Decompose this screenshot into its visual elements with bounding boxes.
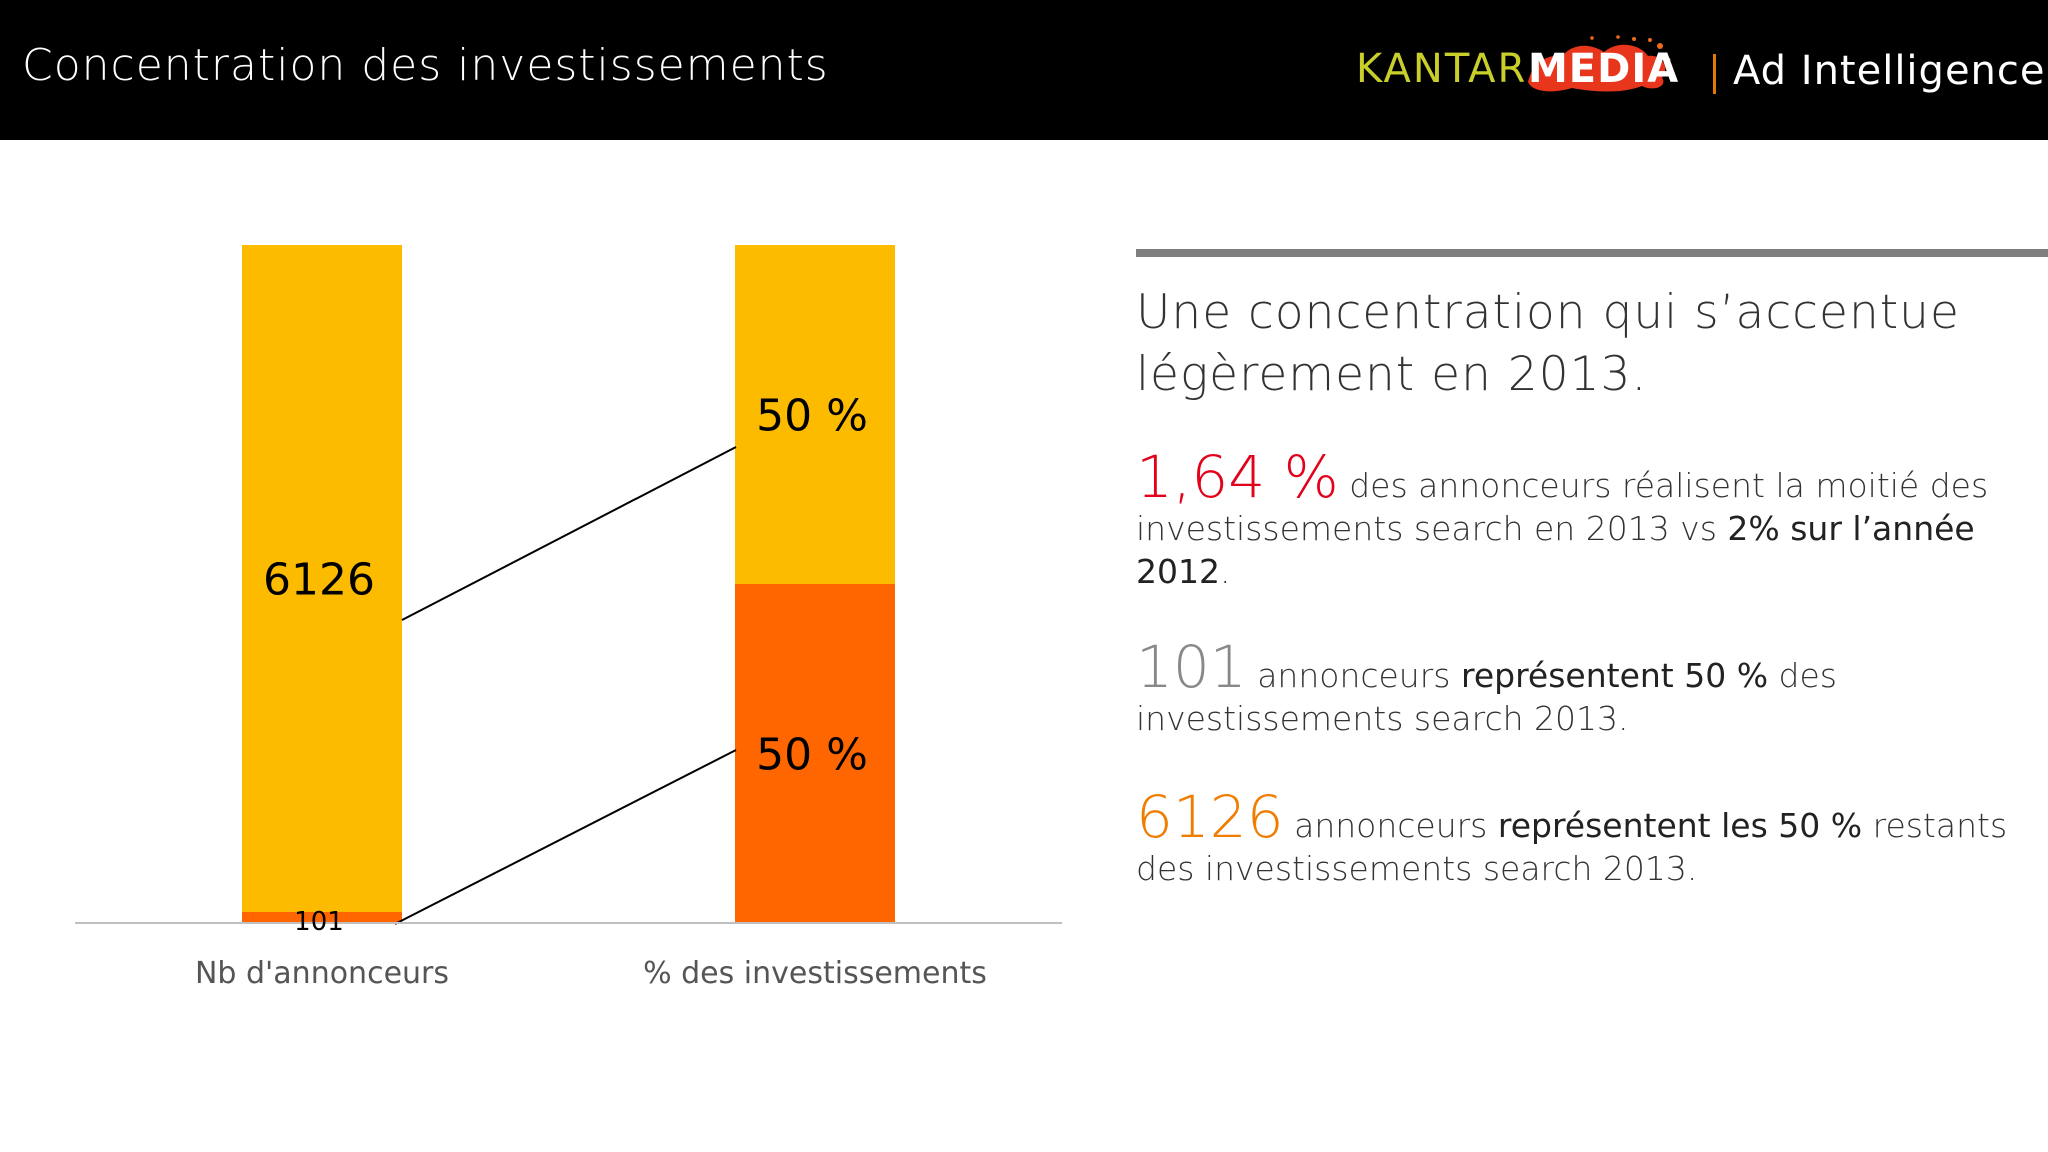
insight-2-highlight: 101 (1136, 633, 1247, 701)
category-label-1: % des investissements (643, 956, 987, 991)
insight-paragraph-2: 101 annonceurs représentent 50 % des inv… (1136, 638, 2016, 740)
insight-2-text: annonceurs (1246, 656, 1461, 695)
brand-splash-graphic (1528, 35, 1671, 92)
headline: Une concentration qui s’accentue légèrem… (1136, 282, 2016, 406)
data-label-1-0: 50 % (756, 730, 868, 781)
stacked-bar-chart: 101 6126 Nb d'annonceurs 50 % 50 % % des inve… (75, 245, 1062, 991)
data-label-1-1: 50 % (756, 391, 868, 442)
brand-separator (1713, 54, 1716, 94)
bar-0-segment-0 (242, 912, 402, 923)
bar-1-segment-1 (735, 245, 895, 584)
insight-paragraph-1: 1,64 % des annonceurs réalisent la moiti… (1136, 448, 2016, 593)
insight-1-text: des annonceurs réalisent la moitié des i… (1136, 466, 1989, 548)
insight-paragraph-3: 6126 annonceurs représentent les 50 % re… (1136, 788, 2016, 890)
insight-2-emphasis: représentent 50 % (1460, 656, 1769, 695)
brand-media-text: MEDIA (1528, 46, 1680, 92)
insight-3-text: annonceurs (1283, 806, 1498, 845)
header-bar: Concentration des investissements KANTAR… (0, 0, 2048, 140)
insight-3-highlight: 6126 (1136, 783, 1284, 851)
brand-kantar-text: KANTAR (1356, 46, 1528, 92)
data-label-0-1: 6126 (263, 555, 375, 606)
insight-1-highlight: 1,64 % (1136, 443, 1339, 511)
page-title: Concentration des investissements (22, 40, 829, 91)
brand-ad-intelligence-text: Ad Intelligence (1733, 48, 2046, 94)
insight-1-emphasis: 2% sur l’année 2012 (1136, 509, 1975, 591)
category-label-0: Nb d'annonceurs (195, 956, 449, 991)
insight-1-end: . (1219, 552, 1231, 591)
bar-0-segment-1 (242, 245, 402, 913)
headline-line-1: Une concentration qui s’accentue (1136, 285, 1960, 340)
section-divider (1136, 249, 2048, 257)
data-label-0-0: 101 (294, 907, 344, 937)
bar-1-segment-0 (735, 584, 895, 923)
headline-line-2: légèrement en 2013. (1136, 347, 1648, 402)
connector-line-bottom (394, 749, 737, 925)
insight-3-end: restants des investissements search 2013… (1136, 806, 2008, 888)
connector-line-top (401, 446, 737, 621)
insight-2-end: des investissements search 2013. (1136, 656, 1837, 738)
insight-3-emphasis: représentent les 50 % (1497, 806, 1863, 845)
